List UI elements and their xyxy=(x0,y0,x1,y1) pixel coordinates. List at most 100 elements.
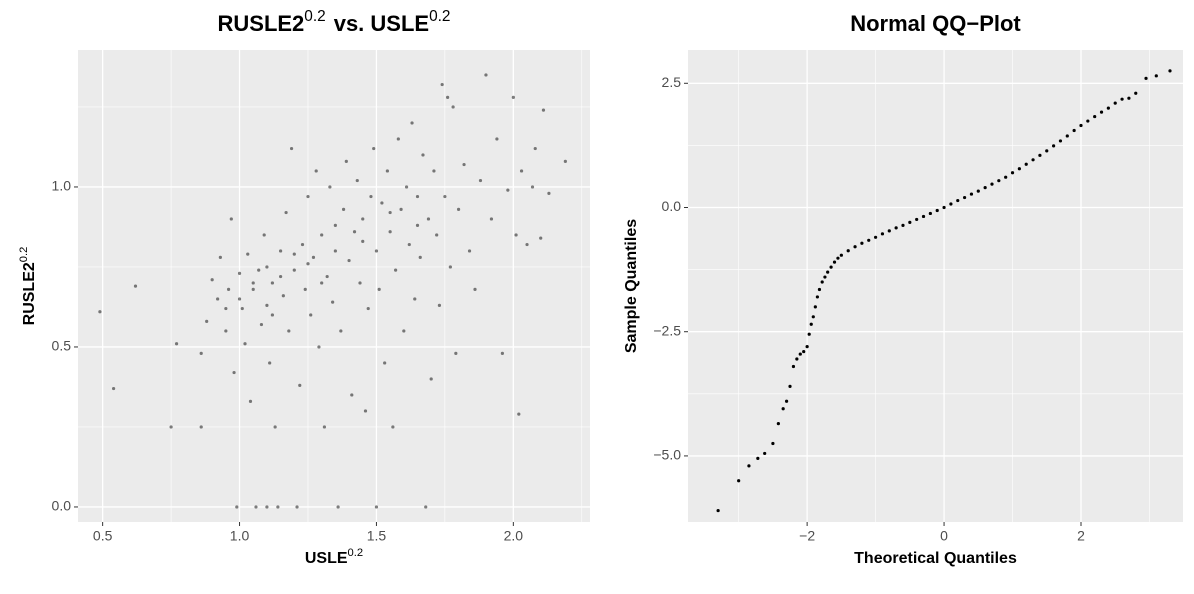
point xyxy=(776,422,780,426)
text-part: RUSLE2 xyxy=(21,262,38,325)
point xyxy=(880,232,885,236)
point xyxy=(199,425,203,429)
point xyxy=(1038,153,1042,157)
point xyxy=(443,194,447,199)
point xyxy=(339,329,343,333)
point xyxy=(317,345,321,349)
point xyxy=(976,189,980,193)
point xyxy=(216,297,220,301)
x-tick-label: 0 xyxy=(940,528,948,544)
point xyxy=(292,268,296,272)
point xyxy=(237,297,242,301)
point xyxy=(374,249,379,253)
superscript: 0.2 xyxy=(18,247,30,263)
point xyxy=(1004,175,1008,179)
point xyxy=(295,505,299,509)
point xyxy=(511,95,515,99)
point xyxy=(413,297,417,301)
plot-background xyxy=(78,50,590,522)
point xyxy=(798,352,802,356)
point xyxy=(396,137,400,141)
point xyxy=(781,407,785,411)
point xyxy=(415,194,420,199)
point xyxy=(791,364,796,369)
point xyxy=(388,210,392,215)
point xyxy=(467,249,472,253)
point xyxy=(928,211,932,216)
point xyxy=(262,233,266,237)
point xyxy=(270,281,274,285)
point xyxy=(259,322,264,327)
point xyxy=(1099,110,1104,114)
text-part: Theoretical Quantiles xyxy=(854,550,1017,567)
point xyxy=(547,191,551,195)
point xyxy=(949,202,953,206)
point xyxy=(853,245,857,249)
x-tick-label: 1.5 xyxy=(367,528,387,544)
x-tick-label: 2 xyxy=(1077,528,1085,544)
point xyxy=(809,322,813,326)
point xyxy=(350,393,354,397)
chart-title: RUSLE20.2 vs. USLE0.2 xyxy=(218,8,451,36)
text-part: vs. USLE xyxy=(334,11,429,36)
point xyxy=(352,230,357,234)
text-part: Normal QQ−Plot xyxy=(850,11,1021,36)
point xyxy=(846,249,850,253)
point xyxy=(415,223,420,227)
point xyxy=(232,370,236,375)
point xyxy=(541,108,546,112)
point xyxy=(248,399,253,403)
point xyxy=(820,280,824,284)
point xyxy=(385,169,389,173)
y-tick-label: −5.0 xyxy=(653,447,681,463)
point xyxy=(1113,101,1117,105)
x-tick-label: 0.5 xyxy=(93,528,113,544)
point xyxy=(210,278,214,282)
point xyxy=(303,287,307,291)
point xyxy=(292,252,296,256)
point xyxy=(563,159,567,163)
point xyxy=(867,238,871,242)
point xyxy=(1010,171,1015,175)
y-tick-label: −2.5 xyxy=(653,322,681,338)
point xyxy=(990,182,994,186)
point xyxy=(309,313,313,317)
point xyxy=(347,258,351,263)
point xyxy=(533,146,537,151)
point xyxy=(997,179,1001,183)
point xyxy=(265,303,269,307)
point xyxy=(517,412,521,416)
point xyxy=(366,306,370,311)
point xyxy=(908,220,912,225)
point xyxy=(355,178,359,183)
point xyxy=(747,464,751,468)
point xyxy=(273,425,277,429)
point xyxy=(240,306,244,311)
point xyxy=(298,383,302,387)
point xyxy=(328,185,332,189)
point xyxy=(763,451,767,456)
point xyxy=(901,223,905,227)
point xyxy=(805,345,809,349)
point xyxy=(1052,144,1056,148)
text-part: USLE xyxy=(305,550,348,567)
point xyxy=(473,287,477,291)
point xyxy=(446,95,450,99)
point xyxy=(363,409,368,413)
point xyxy=(358,281,362,285)
point xyxy=(942,205,946,210)
point xyxy=(300,242,305,247)
point xyxy=(788,384,792,388)
point xyxy=(873,235,878,239)
y-tick-label: 2.5 xyxy=(662,74,682,90)
point xyxy=(539,236,543,240)
point xyxy=(205,319,209,323)
point xyxy=(325,274,329,279)
point xyxy=(495,137,499,141)
point xyxy=(1154,74,1158,78)
superscript: 0.2 xyxy=(429,8,450,25)
point xyxy=(174,342,179,346)
point xyxy=(811,315,815,319)
point xyxy=(860,241,864,245)
point xyxy=(361,217,365,221)
